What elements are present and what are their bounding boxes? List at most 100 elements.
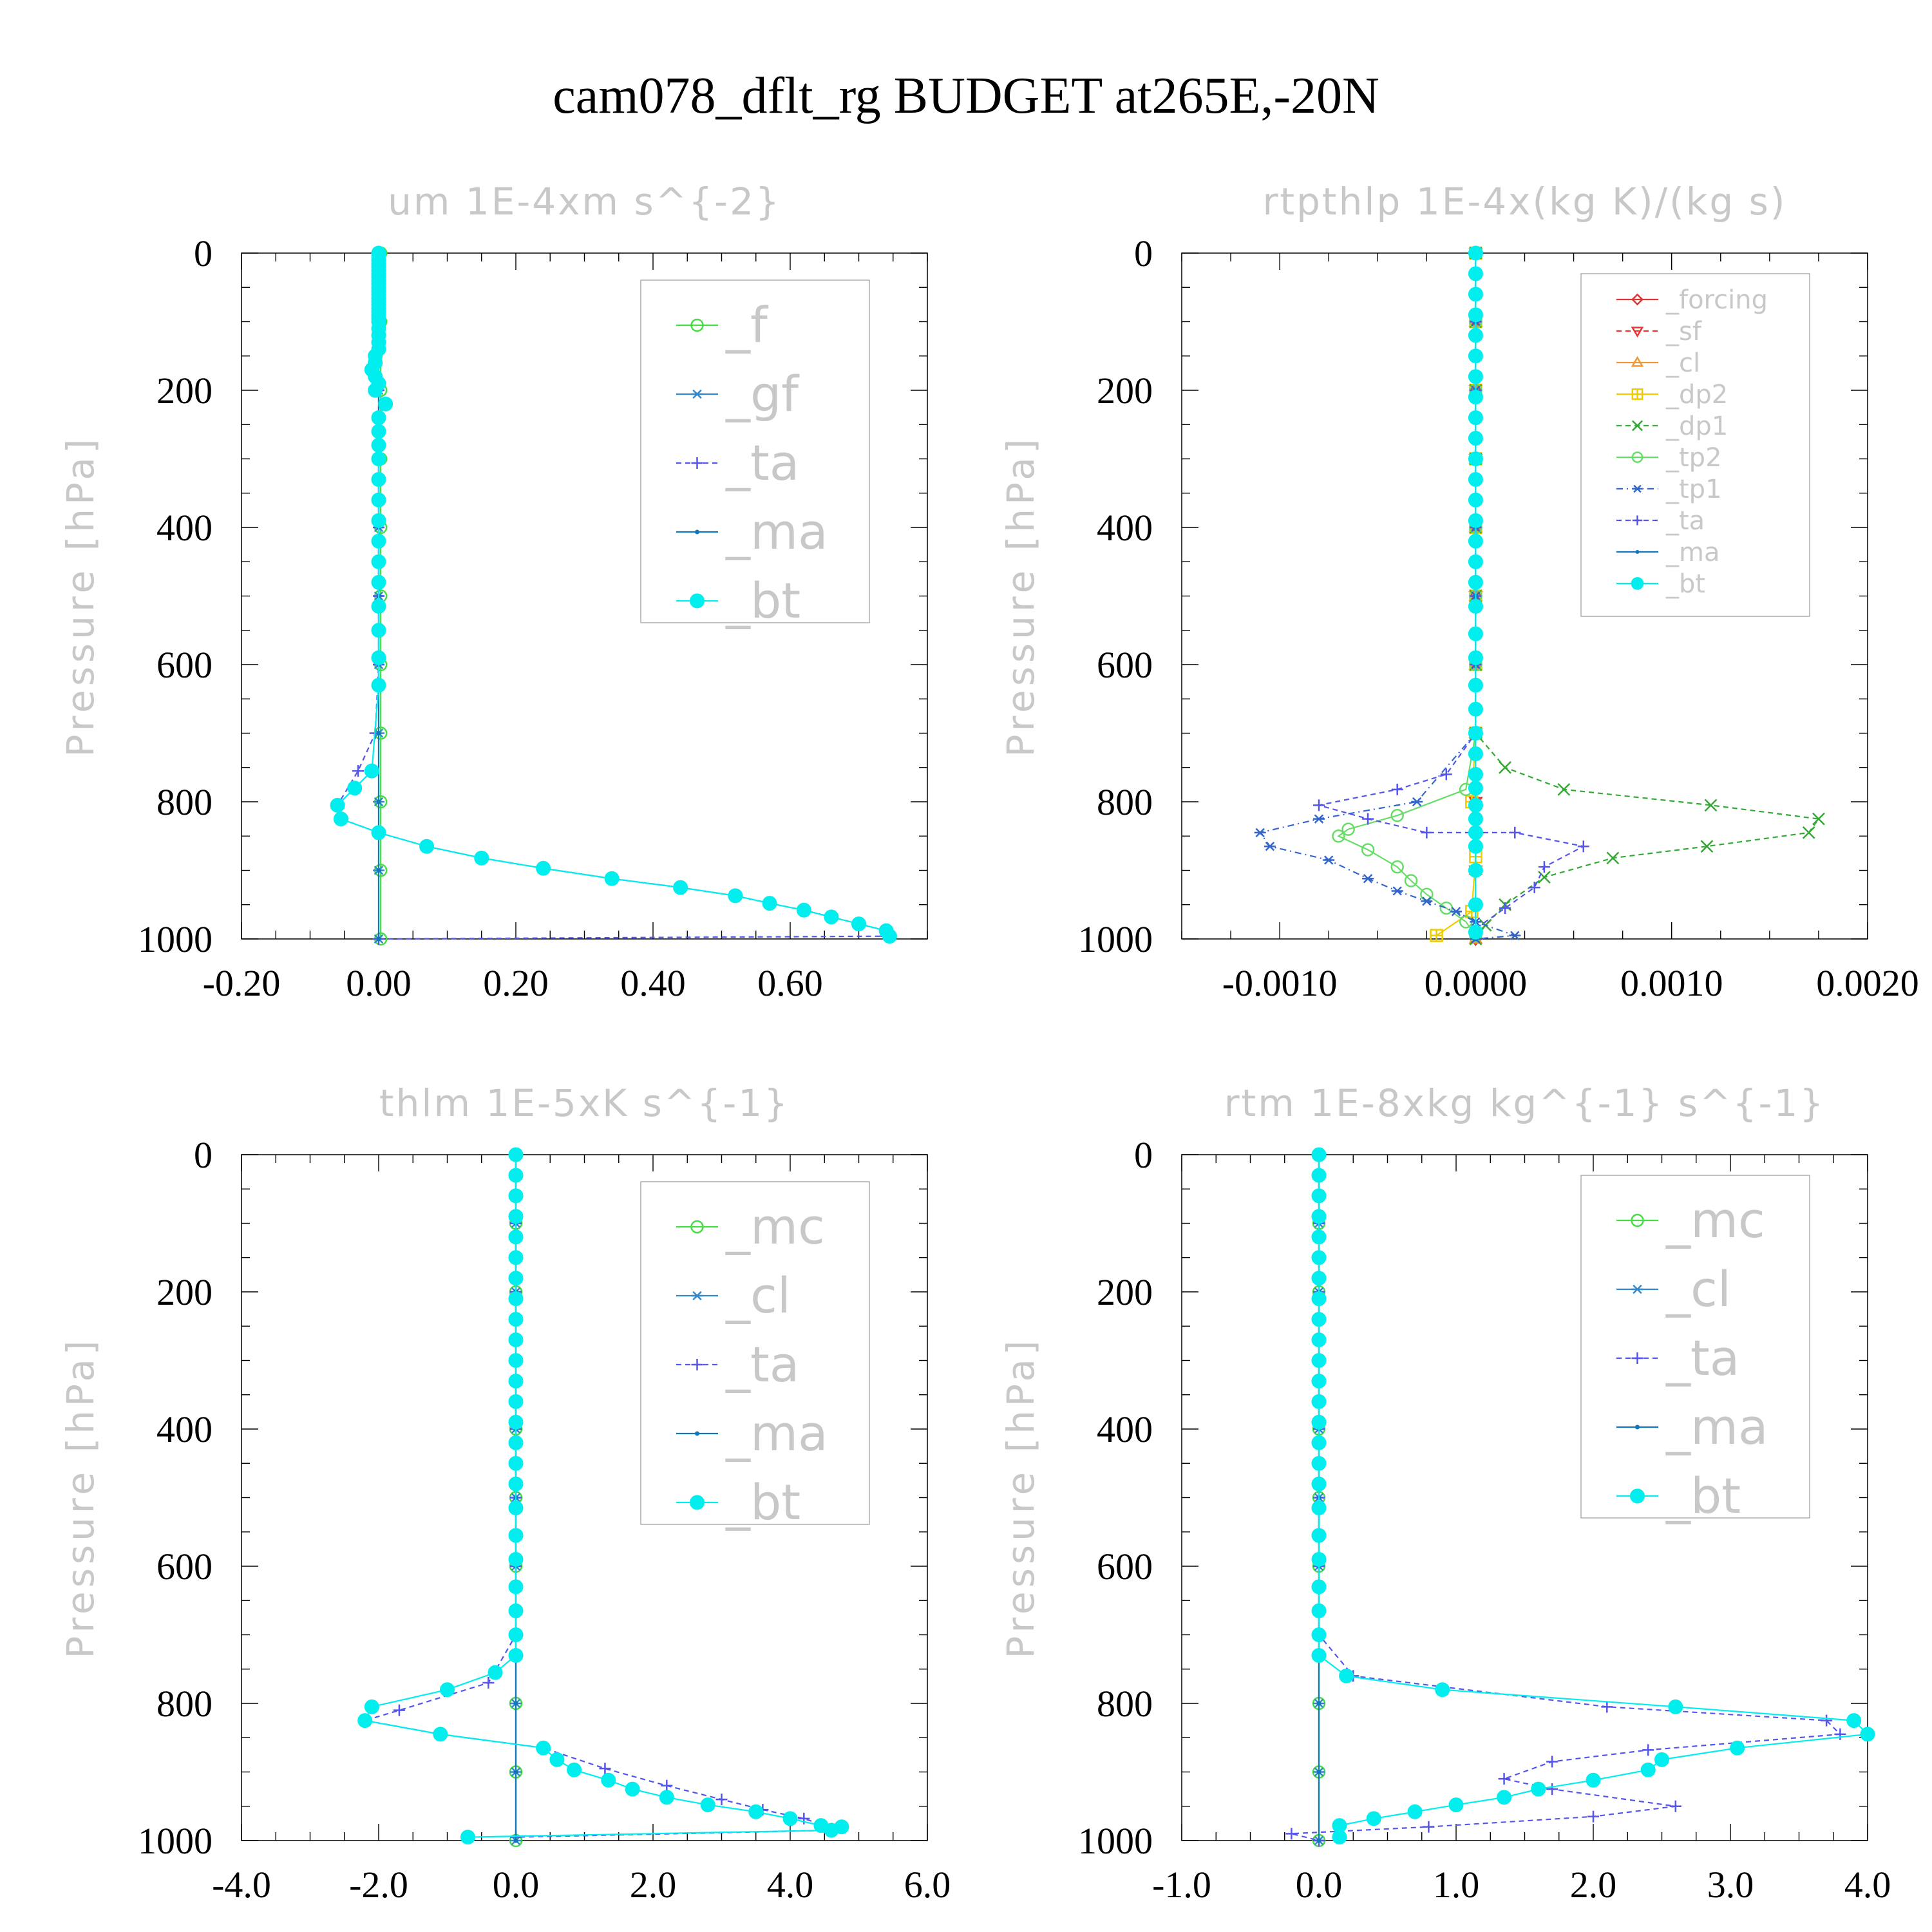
data-point — [1468, 766, 1483, 782]
data-point — [1468, 897, 1483, 913]
data-point — [1642, 1744, 1654, 1756]
data-point — [1311, 1603, 1327, 1618]
data-point — [1254, 828, 1266, 838]
data-point — [1468, 650, 1483, 665]
legend-label: _ta — [725, 434, 799, 491]
legend-entry: _ma — [1616, 538, 1719, 567]
series-line — [1318, 1155, 1870, 1837]
data-point — [599, 1763, 611, 1775]
legend-label: _dp2 — [1665, 380, 1728, 410]
data-point — [1468, 410, 1483, 426]
x-tick-label: -4.0 — [212, 1864, 271, 1906]
y-tick-label: 200 — [156, 1271, 213, 1313]
data-point — [371, 623, 386, 638]
data-point — [601, 1772, 616, 1788]
data-point — [1812, 812, 1825, 826]
legend-box — [640, 1181, 870, 1525]
data-point — [1311, 1188, 1327, 1204]
legend-label: _gf — [725, 365, 800, 422]
data-point — [1468, 451, 1483, 466]
data-point — [1468, 598, 1483, 614]
series-tp2 — [1332, 246, 1482, 942]
data-point — [1468, 245, 1483, 261]
data-point — [376, 799, 381, 804]
data-point — [508, 1168, 524, 1183]
chart-panel-1: um 1E-4xm s^{-2} Pressure [hPa] -0.20 0.00 0… — [59, 180, 928, 1004]
data-point — [1509, 826, 1521, 838]
data-point — [508, 1373, 524, 1388]
data-point — [1391, 783, 1403, 795]
data-point — [376, 731, 381, 735]
x-tick-label: -0.0010 — [1222, 962, 1338, 1004]
x-tick-label: 2.0 — [630, 1864, 677, 1906]
y-tick-label: 600 — [1097, 644, 1153, 686]
data-point — [1313, 799, 1325, 811]
data-point — [1448, 1797, 1464, 1813]
legend-entry: _ta — [1616, 1329, 1739, 1387]
legend-entry: _bt — [1616, 569, 1705, 599]
legend: _mc _cl _ta _ma _bt — [1580, 1175, 1810, 1524]
data-point — [508, 1414, 524, 1430]
y-tick-label: 400 — [156, 507, 213, 549]
x-tick-label: 0.0010 — [1620, 962, 1723, 1004]
data-point — [796, 902, 811, 918]
data-point — [1538, 861, 1550, 873]
data-point — [371, 471, 386, 487]
data-point — [1311, 1455, 1327, 1471]
data-point — [1468, 554, 1483, 569]
data-point — [1468, 746, 1483, 761]
data-point — [1730, 1740, 1745, 1756]
data-point — [1704, 799, 1718, 812]
data-point — [460, 1830, 475, 1845]
data-point — [1311, 1168, 1327, 1183]
x-tick-label: -0.20 — [203, 962, 281, 1004]
data-point — [1468, 863, 1483, 878]
y-tick-label: 800 — [156, 781, 213, 823]
legend-label: _forcing — [1665, 285, 1768, 315]
legend-label: _tp2 — [1665, 443, 1722, 473]
data-point — [364, 1699, 379, 1714]
data-point — [1468, 626, 1483, 641]
y-tick-label: 1000 — [138, 918, 213, 960]
y-axis-label: Pressure [hPa] — [999, 435, 1043, 757]
y-tick-label: 1000 — [138, 1820, 213, 1862]
data-point — [1538, 871, 1551, 884]
data-point — [1509, 931, 1521, 940]
panel-title: rtpthlp 1E-4x(kg K)/(kg s) — [1263, 180, 1787, 223]
data-point — [513, 1838, 518, 1843]
data-point — [1468, 328, 1483, 343]
data-point — [513, 1770, 518, 1774]
data-point — [433, 1727, 448, 1742]
data-point — [508, 1603, 524, 1618]
legend-label: _bt — [725, 572, 800, 629]
data-point — [508, 1551, 524, 1567]
data-point — [1468, 533, 1483, 549]
y-tick-label: 1000 — [1078, 918, 1153, 960]
x-tick-label: 0.40 — [620, 962, 686, 1004]
legend-label: _cl — [1665, 1260, 1731, 1318]
legend-label: _mc — [725, 1198, 825, 1255]
series-line — [1337, 253, 1477, 936]
data-point — [851, 916, 866, 932]
legend-entry: _bt — [676, 572, 800, 629]
legend-label: _sf — [1665, 317, 1702, 346]
data-point — [1468, 287, 1483, 302]
data-point — [1311, 1291, 1327, 1307]
series-line — [1318, 253, 1586, 929]
y-tick-label: 200 — [156, 370, 213, 412]
data-point — [1311, 1271, 1327, 1286]
data-point — [1311, 1647, 1327, 1663]
data-point — [1498, 1773, 1510, 1785]
y-tick-label: 200 — [1097, 370, 1153, 412]
data-point — [371, 677, 386, 693]
data-point — [1332, 1830, 1347, 1845]
data-point — [1311, 1435, 1327, 1450]
data-point — [1362, 874, 1374, 884]
data-point — [508, 1312, 524, 1327]
legend-entry: _ma — [676, 1405, 828, 1462]
data-point — [1450, 907, 1462, 916]
data-point — [393, 1704, 405, 1716]
data-point — [1390, 860, 1404, 874]
panel-title: um 1E-4xm s^{-2} — [388, 180, 781, 223]
